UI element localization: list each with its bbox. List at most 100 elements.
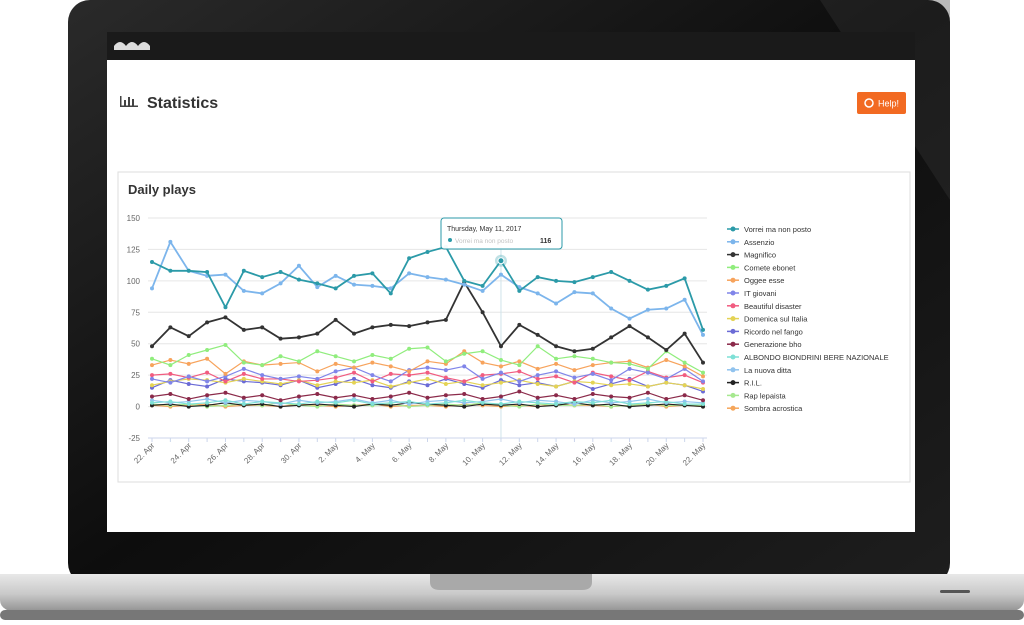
legend-label: Vorrei ma non posto — [744, 225, 811, 234]
data-point — [645, 366, 650, 371]
data-point — [150, 344, 154, 349]
data-point — [425, 320, 430, 325]
data-point — [609, 270, 614, 275]
legend-item[interactable]: Domenica sul Italia — [727, 315, 808, 324]
data-point — [664, 397, 669, 402]
help-button-label[interactable]: Help! — [878, 99, 899, 109]
data-point — [554, 384, 559, 389]
legend-item[interactable]: R.I.L. — [727, 379, 762, 388]
data-point — [517, 399, 522, 404]
data-point — [609, 306, 614, 311]
data-point — [609, 360, 614, 365]
data-point — [407, 390, 412, 395]
data-point — [352, 376, 357, 381]
data-point — [554, 369, 559, 374]
data-point — [627, 378, 632, 383]
panel-title: Daily plays — [128, 182, 196, 197]
legend-item[interactable]: Rap lepaista — [727, 391, 787, 400]
data-point — [517, 359, 522, 364]
data-point — [407, 373, 412, 378]
legend-item[interactable]: Beautiful disaster — [727, 302, 802, 311]
data-point — [315, 331, 320, 336]
legend-item[interactable]: Comete ebonet — [727, 263, 796, 272]
legend-item[interactable]: Generazione bho — [727, 340, 802, 349]
data-point — [150, 260, 154, 264]
y-tick-label: 0 — [136, 403, 141, 412]
data-point — [664, 358, 669, 363]
help-button[interactable] — [857, 92, 906, 114]
legend-item[interactable]: La nuova ditta — [727, 366, 792, 375]
y-tick-label: 150 — [127, 214, 141, 223]
legend-label: Comete ebonet — [744, 263, 796, 272]
data-point — [150, 286, 154, 291]
data-point — [498, 402, 503, 407]
data-point — [278, 398, 283, 403]
logo[interactable] — [114, 42, 150, 50]
legend-item[interactable]: ALBONDO BIONDRINI BERE NAZIONALE — [727, 353, 889, 362]
legend-marker — [730, 264, 736, 270]
tooltip-box — [440, 217, 563, 250]
data-point — [186, 397, 191, 402]
data-point — [260, 399, 265, 404]
data-point — [535, 332, 540, 337]
data-point — [682, 331, 687, 336]
data-point — [333, 286, 338, 291]
data-point — [645, 384, 650, 389]
data-point — [517, 389, 522, 394]
data-point — [205, 379, 210, 384]
data-point — [590, 400, 595, 405]
data-point — [278, 381, 283, 386]
data-point — [205, 384, 210, 389]
data-point — [388, 400, 393, 405]
data-point — [682, 297, 687, 302]
data-point — [241, 395, 246, 400]
data-point — [205, 270, 210, 275]
data-point — [425, 359, 430, 364]
legend-item[interactable]: Magnifico — [727, 251, 776, 260]
data-point — [260, 325, 265, 330]
data-point — [278, 336, 283, 341]
data-point — [168, 380, 173, 385]
y-tick-label: 75 — [131, 308, 140, 317]
data-point — [701, 360, 705, 365]
data-point — [315, 285, 320, 290]
legend-label: Domenica sul Italia — [744, 315, 808, 324]
data-point — [443, 381, 448, 386]
opening-notch — [430, 574, 592, 590]
legend-item[interactable]: Oggee esse — [727, 276, 784, 285]
data-point — [315, 349, 320, 354]
data-point — [462, 392, 467, 396]
data-point — [296, 379, 301, 384]
legend-marker — [730, 328, 736, 334]
data-point — [627, 395, 632, 400]
legend-marker — [730, 392, 736, 398]
legend-label: ALBONDO BIONDRINI BERE NAZIONALE — [744, 353, 889, 362]
data-point — [535, 376, 540, 381]
data-point — [260, 275, 265, 280]
data-point — [150, 394, 154, 399]
data-point — [443, 400, 448, 405]
data-point — [333, 354, 338, 359]
legend-item[interactable]: Sombra acrostica — [727, 404, 803, 413]
data-point — [333, 400, 338, 405]
legend-label: Assenzio — [744, 238, 774, 247]
data-point — [443, 393, 448, 398]
data-point — [627, 316, 632, 321]
legend-item[interactable]: Assenzio — [727, 238, 774, 247]
tooltip-title: Thursday, May 11, 2017 — [447, 226, 522, 233]
legend-marker — [730, 226, 736, 232]
data-point — [609, 335, 614, 340]
legend-item[interactable]: Ricordo nel fango — [727, 327, 803, 336]
data-point — [462, 398, 467, 403]
y-tick-label: 25 — [131, 371, 140, 380]
legend-item[interactable]: Vorrei ma non posto — [727, 225, 811, 234]
legend-item[interactable]: IT giovani — [727, 289, 777, 298]
data-point — [260, 373, 265, 378]
data-point — [572, 380, 577, 385]
legend-label: IT giovani — [744, 289, 777, 298]
help-icon — [864, 98, 874, 108]
data-point — [627, 402, 632, 407]
data-point — [498, 370, 503, 375]
data-point — [186, 361, 191, 366]
